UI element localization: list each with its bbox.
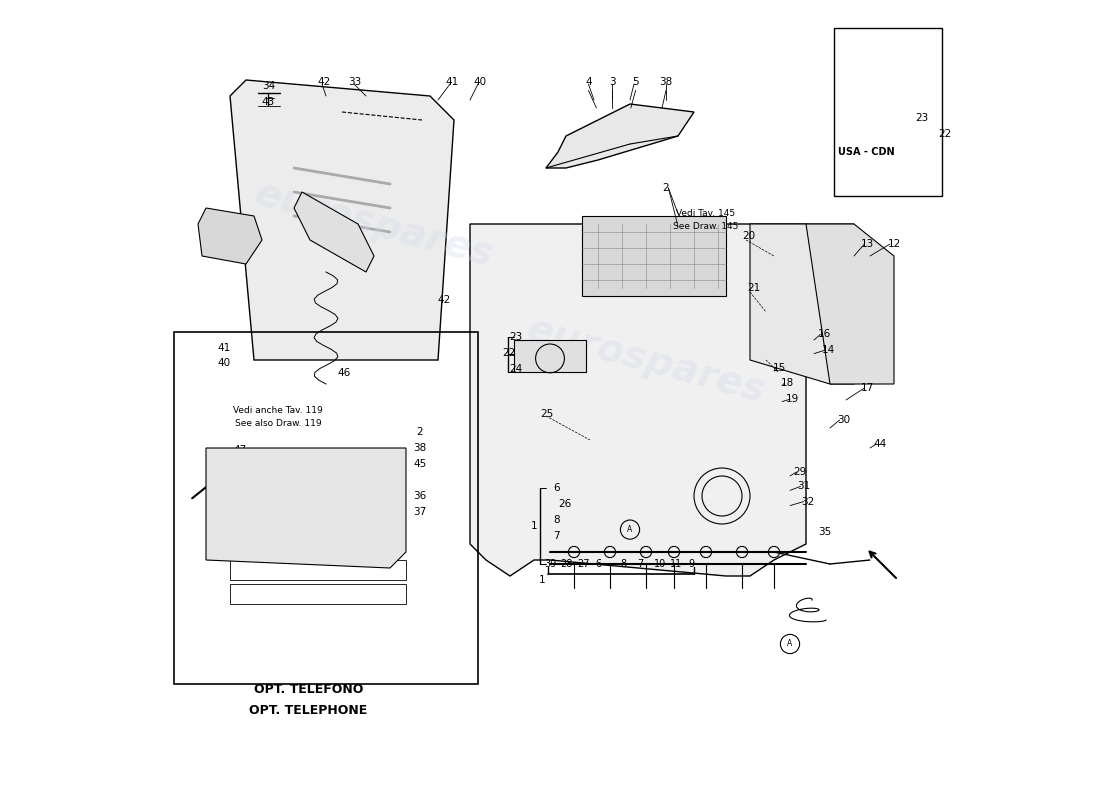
Bar <box>222 464 286 496</box>
Text: 8: 8 <box>553 515 560 525</box>
Text: 32: 32 <box>801 497 814 506</box>
Text: 41: 41 <box>218 343 231 353</box>
Text: 20: 20 <box>741 231 755 241</box>
Text: 28: 28 <box>561 559 573 569</box>
Text: 3: 3 <box>609 78 616 87</box>
Text: 18: 18 <box>781 378 794 388</box>
Text: 40: 40 <box>218 358 231 368</box>
Text: 24: 24 <box>509 364 522 374</box>
Text: Vedi anche Tav. 119: Vedi anche Tav. 119 <box>233 406 323 415</box>
Text: 44: 44 <box>873 439 887 449</box>
Bar <box>834 28 942 196</box>
Text: 29: 29 <box>793 467 806 477</box>
Text: 37: 37 <box>412 507 426 517</box>
Text: Vedi Tav. 145: Vedi Tav. 145 <box>676 209 736 218</box>
Text: A: A <box>627 525 632 534</box>
Text: 23: 23 <box>915 113 928 122</box>
Text: eurospares: eurospares <box>522 310 770 410</box>
Text: 25: 25 <box>540 409 553 418</box>
Text: OPT. TELEFONO: OPT. TELEFONO <box>254 683 363 696</box>
Text: 33: 33 <box>349 78 362 87</box>
Bar <box>174 332 479 684</box>
Text: 27: 27 <box>578 559 590 569</box>
Text: 47: 47 <box>233 445 246 454</box>
Text: 46: 46 <box>337 368 350 378</box>
Text: 16: 16 <box>817 330 830 339</box>
Text: 12: 12 <box>888 239 901 249</box>
Text: 22: 22 <box>502 348 515 358</box>
Text: 42: 42 <box>318 78 331 87</box>
Text: 5: 5 <box>632 78 639 87</box>
Bar <box>230 584 406 604</box>
Text: 39: 39 <box>543 559 557 569</box>
Polygon shape <box>198 208 262 264</box>
Text: 2: 2 <box>416 427 422 437</box>
Text: 40: 40 <box>473 78 486 87</box>
Polygon shape <box>546 104 694 168</box>
Text: 42: 42 <box>438 295 451 305</box>
Text: 45: 45 <box>412 459 426 469</box>
Text: 14: 14 <box>822 346 835 355</box>
Text: 41: 41 <box>446 78 459 87</box>
Bar <box>230 560 406 580</box>
Text: USA - CDN: USA - CDN <box>838 147 894 157</box>
Text: 34: 34 <box>262 82 275 91</box>
Text: 31: 31 <box>798 482 811 491</box>
Text: See also Draw. 119: See also Draw. 119 <box>234 419 321 429</box>
Text: 2: 2 <box>662 183 669 193</box>
Text: 8: 8 <box>620 559 627 569</box>
Text: 9: 9 <box>689 559 695 569</box>
Text: 13: 13 <box>861 239 875 249</box>
Text: 10: 10 <box>653 559 666 569</box>
Text: 1: 1 <box>530 521 537 530</box>
Text: 36: 36 <box>412 491 426 501</box>
Text: 21: 21 <box>747 283 760 293</box>
Text: 35: 35 <box>817 527 830 537</box>
Text: 23: 23 <box>509 332 522 342</box>
Text: 30: 30 <box>837 415 850 425</box>
Text: 43: 43 <box>262 98 275 107</box>
Polygon shape <box>514 340 586 372</box>
Polygon shape <box>806 224 894 384</box>
Text: eurospares: eurospares <box>251 174 497 274</box>
Text: A: A <box>788 639 793 649</box>
Text: 6: 6 <box>596 559 602 569</box>
Polygon shape <box>470 224 806 576</box>
Polygon shape <box>294 192 374 272</box>
Text: 19: 19 <box>785 394 799 404</box>
Polygon shape <box>750 224 854 384</box>
Polygon shape <box>230 80 454 360</box>
Text: 1: 1 <box>539 575 546 585</box>
Text: 15: 15 <box>773 363 786 373</box>
Text: OPT. TELEPHONE: OPT. TELEPHONE <box>250 704 367 717</box>
Text: 38: 38 <box>659 78 672 87</box>
Text: 22: 22 <box>938 130 952 139</box>
Text: 26: 26 <box>558 499 571 509</box>
Text: 7: 7 <box>637 559 644 569</box>
Polygon shape <box>582 216 726 296</box>
Text: 4: 4 <box>585 78 592 87</box>
Text: 38: 38 <box>412 443 426 453</box>
Text: 6: 6 <box>553 483 560 493</box>
Text: 17: 17 <box>861 383 875 393</box>
Text: See Draw. 145: See Draw. 145 <box>673 222 739 231</box>
Text: 11: 11 <box>670 559 682 569</box>
Polygon shape <box>206 448 406 568</box>
Text: 7: 7 <box>553 531 560 541</box>
